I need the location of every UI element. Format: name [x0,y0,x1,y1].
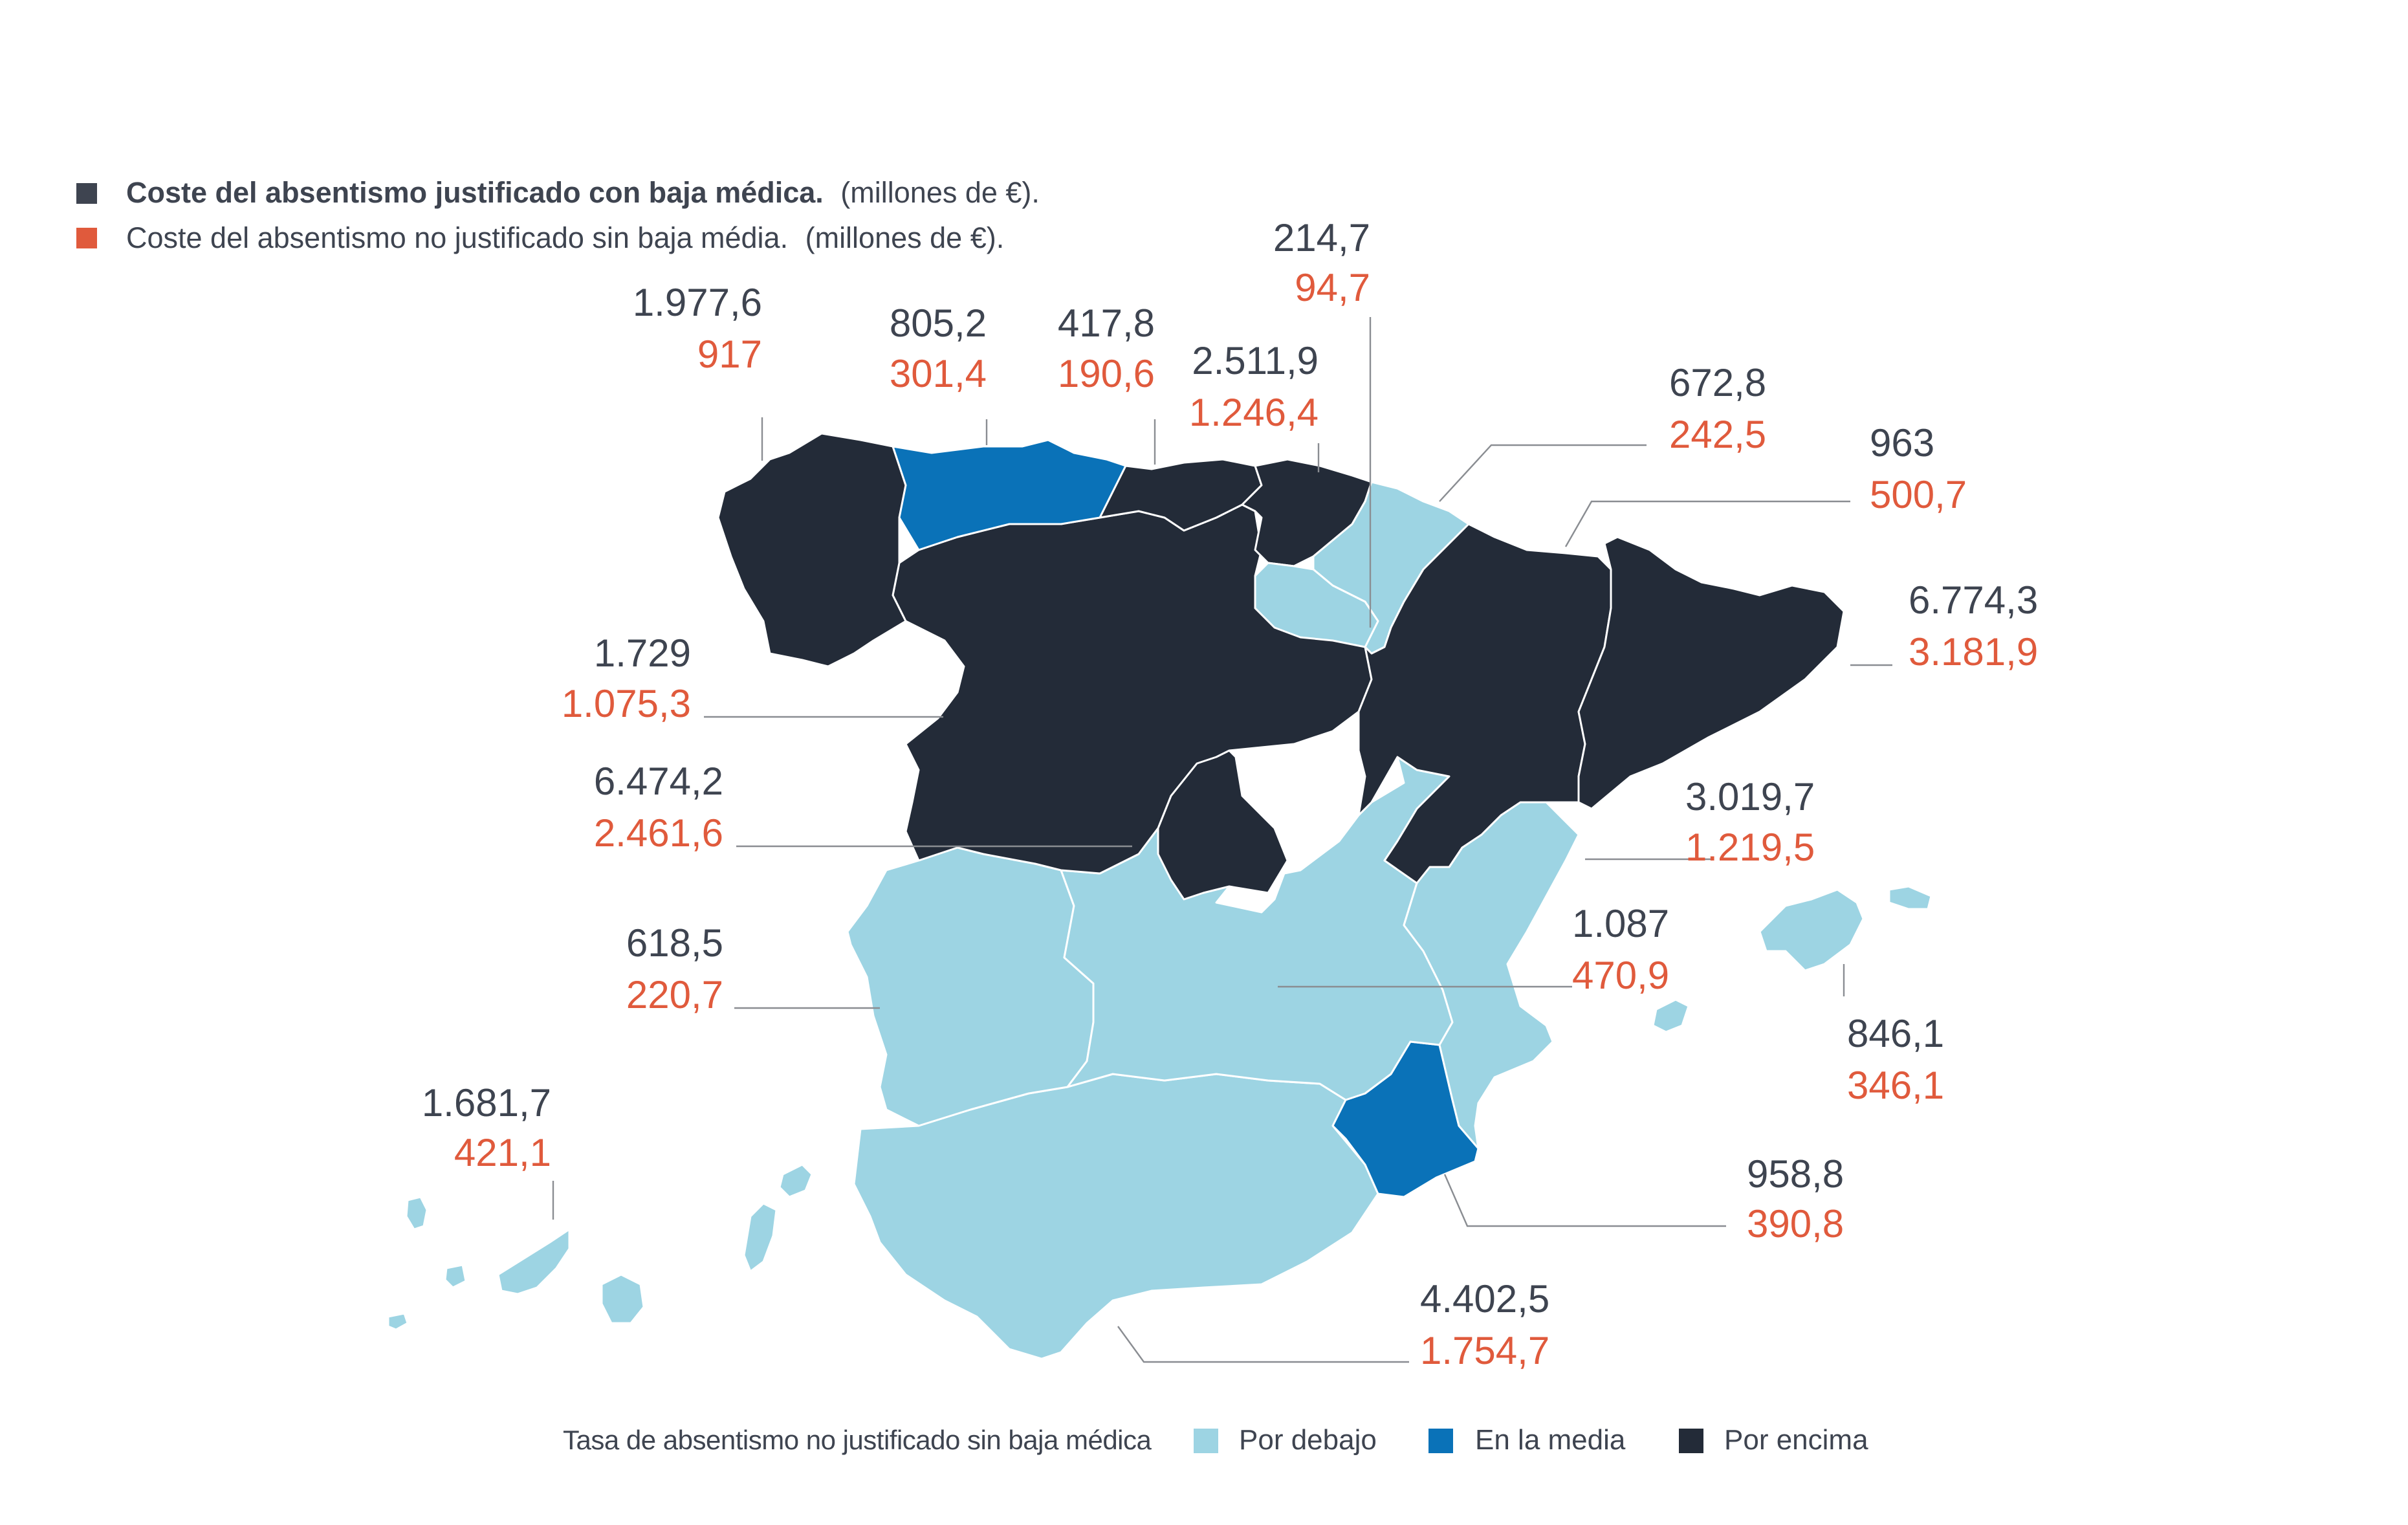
value-justified-castilla-la-mancha: 1.087 [1572,902,1669,945]
category-legend: Tasa de absentismo no justificado sin ba… [563,1424,1868,1456]
value-unjustified-castilla-y-leon: 1.075,3 [562,682,691,725]
value-justified-cantabria: 417,8 [1058,302,1155,345]
value-justified-murcia: 958,8 [1747,1152,1844,1196]
value-justified-castilla-y-leon: 1.729 [594,631,691,675]
legend-justified-text: Coste del absentismo justificado con baj… [126,176,824,209]
cost-legend: Coste del absentismo justificado con baj… [76,176,1040,254]
value-justified-asturias: 805,2 [890,302,987,345]
value-justified-pais-vasco: 2.511,9 [1192,339,1319,382]
value-unjustified-cataluna: 3.181,9 [1909,630,2038,674]
value-unjustified-extremadura: 220,7 [626,973,723,1016]
map-regions [387,432,1932,1360]
legend-justified-unit: (millones de €). [840,176,1040,209]
region-canarias [387,1163,813,1331]
value-justified-extremadura: 618,5 [626,921,723,965]
value-justified-madrid: 6.474,2 [594,760,723,803]
value-unjustified-canarias: 421,1 [454,1131,551,1174]
value-justified-navarra: 672,8 [1669,361,1766,404]
value-justified-galicia: 1.977,6 [633,281,762,324]
value-justified-baleares: 846,1 [1847,1012,1944,1055]
legend-label-above: Por encima [1724,1424,1868,1456]
value-justified-canarias: 1.681,7 [422,1081,551,1125]
legend-label-below: Por debajo [1239,1424,1377,1456]
value-unjustified-navarra: 242,5 [1669,413,1766,456]
value-justified-comunidad-valenciana: 3.019,7 [1685,775,1815,818]
value-unjustified-pais-vasco: 1.246,4 [1189,391,1319,434]
legend-swatch-justified [76,183,97,204]
legend-unjustified-unit: (millones de €). [805,221,1005,254]
legend-label-unjustified: Coste del absentismo no justificado sin … [126,221,1004,254]
category-legend-title: Tasa de absentismo no justificado sin ba… [563,1425,1152,1455]
value-unjustified-andalucia: 1.754,7 [1420,1329,1549,1372]
region-baleares [1652,885,1932,1033]
value-unjustified-cantabria: 190,6 [1058,352,1155,395]
value-justified-andalucia: 4.402,5 [1420,1277,1549,1321]
value-justified-cataluna: 6.774,3 [1909,578,2038,622]
value-unjustified-asturias: 301,4 [890,352,987,395]
legend-swatch-unjustified [76,228,97,248]
value-unjustified-comunidad-valenciana: 1.219,5 [1685,826,1815,869]
legend-swatch-average [1428,1429,1453,1453]
value-unjustified-la-rioja: 94,7 [1295,266,1370,309]
region-extremadura [846,846,1095,1127]
value-justified-aragon: 963 [1870,421,1934,465]
legend-unjustified-text: Coste del absentismo no justificado sin … [126,221,788,254]
value-unjustified-castilla-la-mancha: 470,9 [1572,954,1669,997]
region-galicia [717,432,907,668]
region-cataluna [1577,536,1845,810]
value-labels: 1.977,6 917 805,2 301,4 417,8 190,6 2.51… [422,216,2038,1372]
value-unjustified-murcia: 390,8 [1747,1202,1844,1245]
leader-lines [552,317,1892,1363]
region-cantabria [1099,458,1263,532]
value-unjustified-galicia: 917 [697,333,762,376]
value-unjustified-aragon: 500,7 [1870,473,1967,516]
legend-swatch-below [1194,1429,1218,1453]
value-unjustified-baleares: 346,1 [1847,1064,1944,1107]
legend-swatch-above [1679,1429,1703,1453]
value-unjustified-madrid: 2.461,6 [594,811,723,855]
value-justified-la-rioja: 214,7 [1273,216,1370,259]
legend-label-justified: Coste del absentismo justificado con baj… [126,176,1040,209]
legend-label-average: En la media [1475,1424,1626,1456]
